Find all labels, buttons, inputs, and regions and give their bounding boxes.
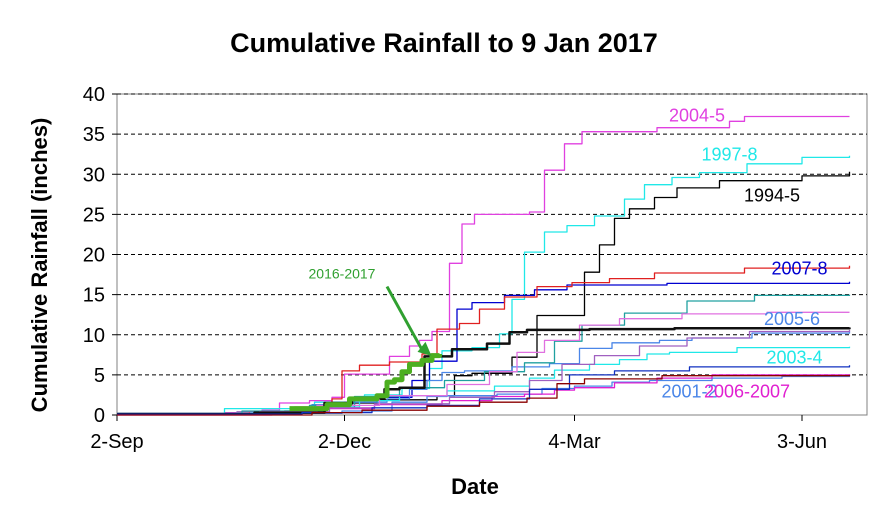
series-line-2016-2017 xyxy=(289,353,442,412)
y-tick-label: 40 xyxy=(83,84,105,106)
annotation-label: 2016-2017 xyxy=(309,266,376,282)
y-tick-label: 20 xyxy=(83,245,105,267)
series-label-2005-6: 2005-6 xyxy=(764,309,820,329)
y-tick-label: 10 xyxy=(83,325,105,347)
x-tick-label: 2-Dec xyxy=(318,431,371,453)
series-label-2006-2007: 2006-2007 xyxy=(704,381,790,401)
series-label-1994-5: 1994-5 xyxy=(744,186,800,206)
series-labels: 2004-5 1997-8 1994-5 2007-8 2005-6 2003-4 2001… xyxy=(661,105,827,401)
series-label-2004-5: 2004-5 xyxy=(669,105,725,125)
series-lines xyxy=(117,115,851,416)
y-tick-label: 0 xyxy=(94,405,105,427)
chart-title: Cumulative Rainfall to 9 Jan 2017 xyxy=(230,28,658,58)
x-axis-title: Date xyxy=(451,474,499,499)
series-line-unlabeled xyxy=(117,365,851,415)
y-tick-label: 5 xyxy=(94,365,105,387)
series-label-2003-4: 2003-4 xyxy=(766,348,822,368)
tick-labels: 0 5 10 15 20 25 30 35 40 2-Sep 2-Dec 4-Mar 3-Jun xyxy=(83,84,827,453)
x-tick-label: 3-Jun xyxy=(777,431,827,453)
y-tick-label: 30 xyxy=(83,164,105,186)
series-label-2007-8: 2007-8 xyxy=(771,259,827,279)
x-tick-label: 2-Sep xyxy=(90,431,143,453)
y-axis-title: Cumulative Rainfall (inches) xyxy=(27,118,52,413)
annotation-arrowhead xyxy=(417,341,432,356)
y-tick-label: 35 xyxy=(83,124,105,146)
y-tick-label: 25 xyxy=(83,204,105,226)
series-line-unlabeled xyxy=(117,374,851,416)
series-line-unlabeled xyxy=(117,265,851,415)
series-label-2001-2: 2001-2 xyxy=(661,381,717,401)
y-tick-label: 15 xyxy=(83,285,105,307)
annotation: 2016-2017 xyxy=(309,266,432,356)
series-line-2004-5 xyxy=(117,115,850,415)
series-label-1997-8: 1997-8 xyxy=(701,145,757,165)
x-tick-label: 4-Mar xyxy=(548,431,601,453)
annotation-arrow xyxy=(385,285,423,350)
